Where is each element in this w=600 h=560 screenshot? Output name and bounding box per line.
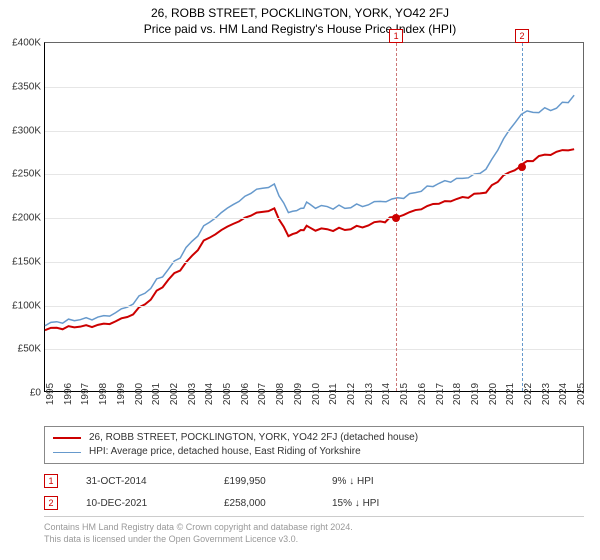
y-tick-label: £250K [12,169,41,180]
y-tick-label: £200K [12,213,41,224]
chart-container: 26, ROBB STREET, POCKLINGTON, YORK, YO42… [0,0,600,560]
gridline [45,131,583,132]
sale-price: £199,950 [224,476,304,487]
footer-line1: Contains HM Land Registry data © Crown c… [44,521,584,533]
x-tick-label: 2021 [505,383,516,405]
x-tick-label: 1995 [45,383,56,405]
y-tick-label: £0 [30,388,41,399]
x-tick-label: 1996 [63,383,74,405]
x-tick-label: 2010 [311,383,322,405]
marker-box: 2 [515,29,529,43]
line-svg [45,43,583,391]
gridline [45,218,583,219]
marker-box: 1 [389,29,403,43]
x-tick-label: 2019 [470,383,481,405]
x-tick-label: 2004 [204,383,215,405]
plot-area: £0£50K£100K£150K£200K£250K£300K£350K£400… [44,42,584,392]
title-block: 26, ROBB STREET, POCKLINGTON, YORK, YO42… [0,0,600,36]
legend-label: HPI: Average price, detached house, East… [89,445,361,459]
x-tick-label: 2024 [558,383,569,405]
x-tick-label: 2002 [169,383,180,405]
y-tick-label: £50K [18,344,41,355]
x-tick-label: 2005 [222,383,233,405]
x-tick-label: 2007 [257,383,268,405]
x-tick-label: 2022 [523,383,534,405]
x-tick-label: 2025 [576,383,587,405]
y-tick-label: £150K [12,256,41,267]
sale-marker: 2 [44,496,58,510]
x-tick-label: 2011 [328,383,339,405]
x-tick-label: 2018 [452,383,463,405]
y-tick-label: £350K [12,81,41,92]
chart-subtitle: Price paid vs. HM Land Registry's House … [0,22,600,36]
sale-pct: 15% ↓ HPI [332,498,432,509]
chart-title: 26, ROBB STREET, POCKLINGTON, YORK, YO42… [0,6,600,20]
x-tick-label: 1999 [116,383,127,405]
x-tick-label: 2014 [381,383,392,405]
y-tick-label: £100K [12,300,41,311]
x-tick-label: 1998 [98,383,109,405]
legend: 26, ROBB STREET, POCKLINGTON, YORK, YO42… [44,426,584,464]
sale-date: 31-OCT-2014 [86,476,196,487]
x-tick-label: 2006 [240,383,251,405]
x-tick-label: 2001 [151,383,162,405]
series-line-price_paid [45,149,574,330]
sale-marker: 1 [44,474,58,488]
sale-date: 10-DEC-2021 [86,498,196,509]
x-tick-label: 2016 [417,383,428,405]
legend-label: 26, ROBB STREET, POCKLINGTON, YORK, YO42… [89,431,418,445]
legend-row: 26, ROBB STREET, POCKLINGTON, YORK, YO42… [53,431,575,445]
marker-line [522,43,523,391]
x-tick-label: 2015 [399,383,410,405]
gridline [45,306,583,307]
y-tick-label: £300K [12,125,41,136]
x-tick-label: 2012 [346,383,357,405]
x-tick-label: 2023 [541,383,552,405]
legend-swatch [53,437,81,439]
footer-line2: This data is licensed under the Open Gov… [44,533,584,545]
x-tick-label: 2013 [364,383,375,405]
legend-row: HPI: Average price, detached house, East… [53,445,575,459]
x-tick-label: 2000 [134,383,145,405]
sale-row: 1 31-OCT-2014 £199,950 9% ↓ HPI [44,474,584,488]
marker-dot [392,214,400,222]
sales-table: 1 31-OCT-2014 £199,950 9% ↓ HPI 2 10-DEC-2021… [44,466,584,510]
sale-row: 2 10-DEC-2021 £258,000 15% ↓ HPI [44,496,584,510]
x-tick-label: 2017 [435,383,446,405]
gridline [45,174,583,175]
legend-swatch [53,452,81,453]
sale-price: £258,000 [224,498,304,509]
gridline [45,349,583,350]
sale-pct: 9% ↓ HPI [332,476,432,487]
gridline [45,262,583,263]
x-tick-label: 2008 [275,383,286,405]
x-tick-label: 2009 [293,383,304,405]
x-tick-label: 2003 [187,383,198,405]
marker-dot [518,163,526,171]
footer: Contains HM Land Registry data © Crown c… [44,516,584,545]
y-tick-label: £400K [12,38,41,49]
gridline [45,87,583,88]
x-tick-label: 1997 [80,383,91,405]
x-tick-label: 2020 [488,383,499,405]
